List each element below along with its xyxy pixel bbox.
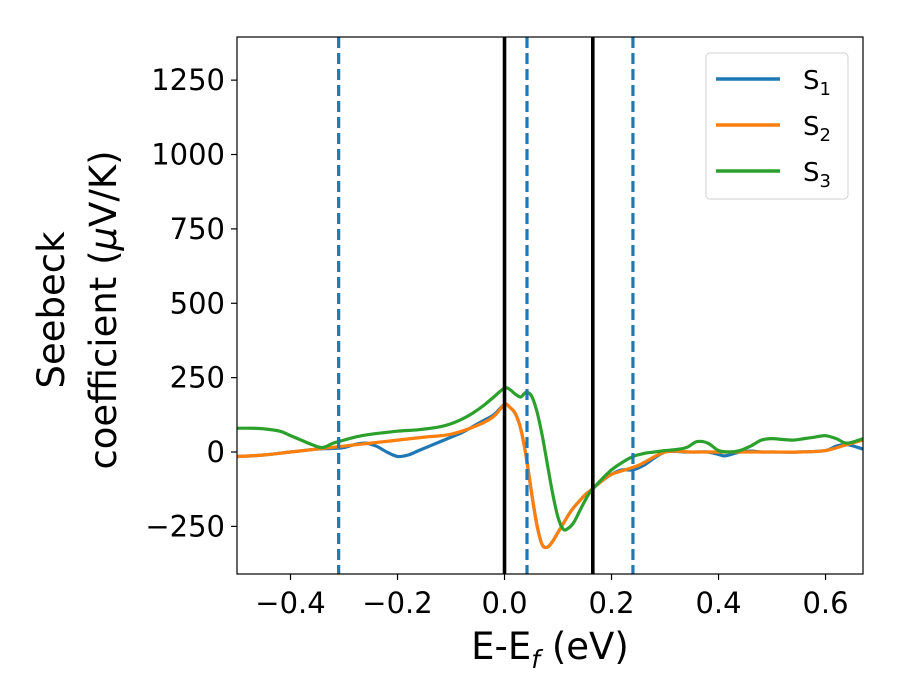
legend-label: S1 <box>803 66 831 100</box>
x-tick-label: 0.2 <box>588 586 634 620</box>
y-tick-label: 250 <box>170 361 225 395</box>
y-axis: −250 0 250 500 750 1000 1250 <box>145 63 237 543</box>
series-line-s2 <box>237 402 863 550</box>
x-axis: −0.4 −0.2 0.0 0.2 0.4 0.6 <box>255 574 849 620</box>
y-tick-label: 1000 <box>151 138 225 172</box>
y-tick-label: 0 <box>207 435 225 469</box>
legend-label: S3 <box>803 158 831 192</box>
plot-frame <box>236 36 864 575</box>
x-tick-label: 0.0 <box>481 586 527 620</box>
y-tick-label: −250 <box>145 509 225 543</box>
y-tick-label: 1250 <box>151 63 225 97</box>
y-tick-label: 500 <box>170 286 225 320</box>
x-tick-label: −0.2 <box>362 586 432 620</box>
legend-item-s1: S1 <box>716 66 831 100</box>
y-tick-label: 750 <box>170 212 225 246</box>
legend-label: S2 <box>803 112 831 146</box>
legend-item-s2: S2 <box>716 112 831 146</box>
series-lines <box>237 386 863 550</box>
x-tick-label: −0.4 <box>255 586 325 620</box>
legend-item-s3: S3 <box>716 158 831 192</box>
series-line-s3 <box>237 386 863 532</box>
y-axis-title: Seebeck coefficient (μV/K) <box>30 150 125 469</box>
legend: S1 S2 S3 <box>705 52 849 200</box>
x-axis-title: E-Ef (eV) <box>471 625 629 674</box>
svg-text:coefficient (μV/K): coefficient (μV/K) <box>82 150 125 469</box>
svg-text:Seebeck: Seebeck <box>30 231 73 389</box>
x-tick-label: 0.6 <box>802 586 848 620</box>
x-tick-label: 0.4 <box>695 586 741 620</box>
reference-lines <box>337 37 635 574</box>
